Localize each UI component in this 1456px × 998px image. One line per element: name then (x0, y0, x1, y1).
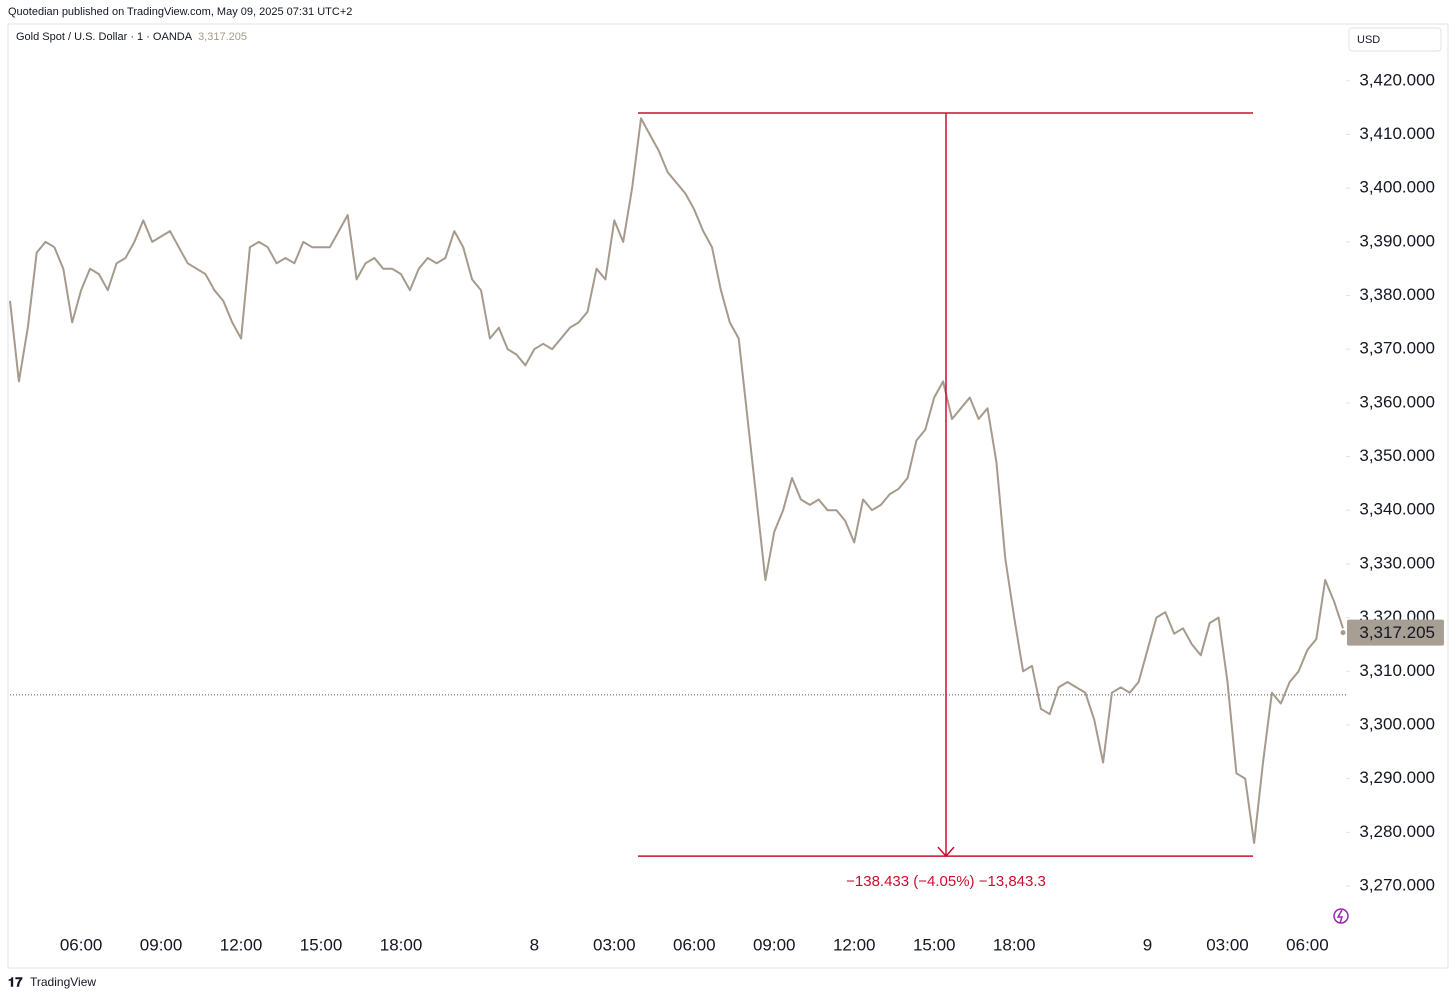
y-tick-label: 3,380.000 (1359, 285, 1435, 304)
currency[interactable]: USD (1357, 34, 1380, 46)
chart-frame (7, 23, 1449, 969)
measure-arrowhead (937, 846, 955, 858)
x-tick-label: 9 (1143, 935, 1152, 954)
price-tag (1347, 619, 1444, 646)
x-tick-label: 18:00 (380, 935, 423, 954)
x-tick-label: 09:00 (753, 935, 796, 954)
x-tick-label: 15:00 (300, 935, 343, 954)
y-tick-label: 3,270.000 (1359, 875, 1435, 894)
y-tick-label: 3,340.000 (1359, 500, 1435, 519)
header: Quotedian published on TradingView.com, … (8, 6, 352, 18)
x-tick-label: 8 (530, 935, 539, 954)
y-tick-label: 3,360.000 (1359, 392, 1435, 411)
x-tick-label: 12:00 (833, 935, 876, 954)
last-point (1340, 630, 1346, 636)
footer: TradingView (30, 975, 96, 989)
price-tag-label: 3,317.205 (1359, 623, 1435, 642)
x-tick-label: 09:00 (140, 935, 183, 954)
y-tick-label: 3,370.000 (1359, 339, 1435, 358)
events-bolt (1336, 909, 1344, 924)
x-tick-label: 12:00 (220, 935, 263, 954)
chart-title: Gold Spot / U.S. Dollar · 1 · OANDA (16, 31, 193, 43)
y-tick-label: 3,390.000 (1359, 231, 1435, 250)
currency-box[interactable] (1348, 27, 1442, 52)
y-tick-label: 3,280.000 (1359, 822, 1435, 841)
y-tick-label: 3,420.000 (1359, 70, 1435, 89)
x-tick-label: 06:00 (60, 935, 103, 954)
x-tick-label: 03:00 (1206, 935, 1249, 954)
x-tick-label: 15:00 (913, 935, 956, 954)
price-line (9, 117, 1344, 844)
y-tick-label: 3,400.000 (1359, 178, 1435, 197)
measure-label: −138.433 (−4.05%) −13,843.3 (846, 873, 1046, 890)
x-tick-label: 03:00 (593, 935, 636, 954)
y-tick-label: 3,300.000 (1359, 714, 1435, 733)
y-tick-label: 3,350.000 (1359, 446, 1435, 465)
y-tick-label: 3,290.000 (1359, 768, 1435, 787)
events-icon[interactable] (1333, 908, 1349, 924)
x-tick-label: 18:00 (993, 935, 1036, 954)
y-tick-label: 3,410.000 (1359, 124, 1435, 143)
y-tick-label: 3,310.000 (1359, 661, 1435, 680)
x-tick-label: 06:00 (673, 935, 716, 954)
footer-logo: 𝟏𝟕 (8, 974, 23, 989)
y-tick-label: 3,330.000 (1359, 553, 1435, 572)
title-price: 3,317.205 (198, 31, 247, 43)
x-tick-label: 06:00 (1286, 935, 1329, 954)
